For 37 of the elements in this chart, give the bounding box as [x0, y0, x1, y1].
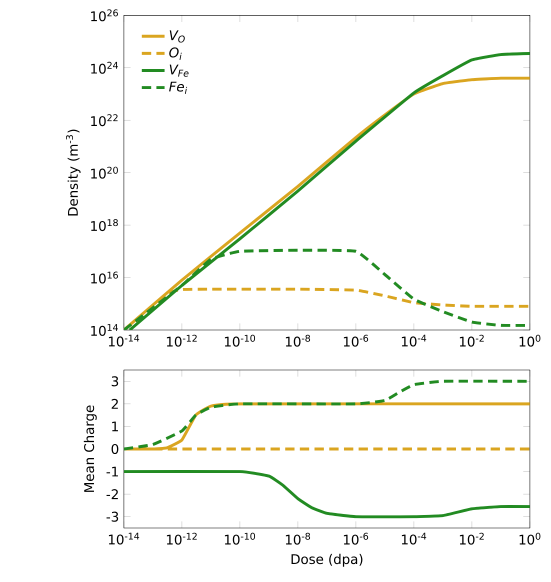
y-tick-label: 0: [112, 444, 118, 454]
x-tick-label: 10$^{-14}$: [108, 334, 140, 347]
legend-label: Fe$_{i}$: [169, 82, 188, 94]
x-tick-label: 10$^{-6}$: [344, 334, 368, 347]
x-tick-label: 10$^{-6}$: [344, 532, 368, 545]
x-tick-label: 10$^{0}$: [520, 334, 540, 347]
y-axis-title: Mean Charge: [84, 405, 97, 492]
x-tick-label: 10$^{-10}$: [224, 334, 256, 347]
x-tick-label: 10$^{-10}$: [224, 532, 256, 545]
y-tick-label: 10$^{26}$: [91, 9, 118, 22]
x-tick-label: 10$^{-8}$: [286, 532, 310, 545]
x-tick-label: 10$^{-14}$: [108, 532, 140, 545]
y-tick-label: -3: [106, 512, 118, 522]
x-tick-label: 10$^{-12}$: [166, 532, 197, 545]
x-tick-label: 10$^{0}$: [520, 532, 540, 545]
y-axis-title: Density (m$^{-3}$): [66, 130, 81, 216]
x-tick-label: 10$^{-8}$: [286, 334, 310, 347]
x-tick-label: 10$^{-4}$: [402, 532, 426, 545]
x-tick-label: 10$^{-4}$: [402, 334, 426, 347]
x-axis-title: Dose (dpa): [292, 554, 362, 567]
y-tick-label: 10$^{20}$: [91, 166, 118, 179]
y-tick-label: 10$^{24}$: [91, 62, 118, 74]
y-tick-label: -2: [106, 489, 118, 500]
y-tick-label: 10$^{18}$: [91, 219, 118, 232]
x-tick-label: 10$^{-12}$: [166, 334, 197, 347]
y-tick-label: 3: [112, 376, 118, 386]
y-tick-label: -1: [106, 466, 118, 476]
legend-label: V$_{Fe}$: [170, 64, 189, 77]
legend-label: V$_{O}$: [170, 30, 185, 43]
y-tick-label: 1: [112, 422, 118, 432]
x-tick-label: 10$^{-2}$: [460, 532, 484, 545]
y-tick-label: 2: [112, 398, 118, 409]
x-tick-label: 10$^{-2}$: [460, 334, 484, 347]
y-tick-label: 10$^{14}$: [91, 324, 118, 336]
legend-label: O$_{i}$: [169, 47, 182, 60]
y-tick-label: 10$^{22}$: [91, 114, 118, 126]
y-tick-label: 10$^{16}$: [91, 272, 118, 284]
